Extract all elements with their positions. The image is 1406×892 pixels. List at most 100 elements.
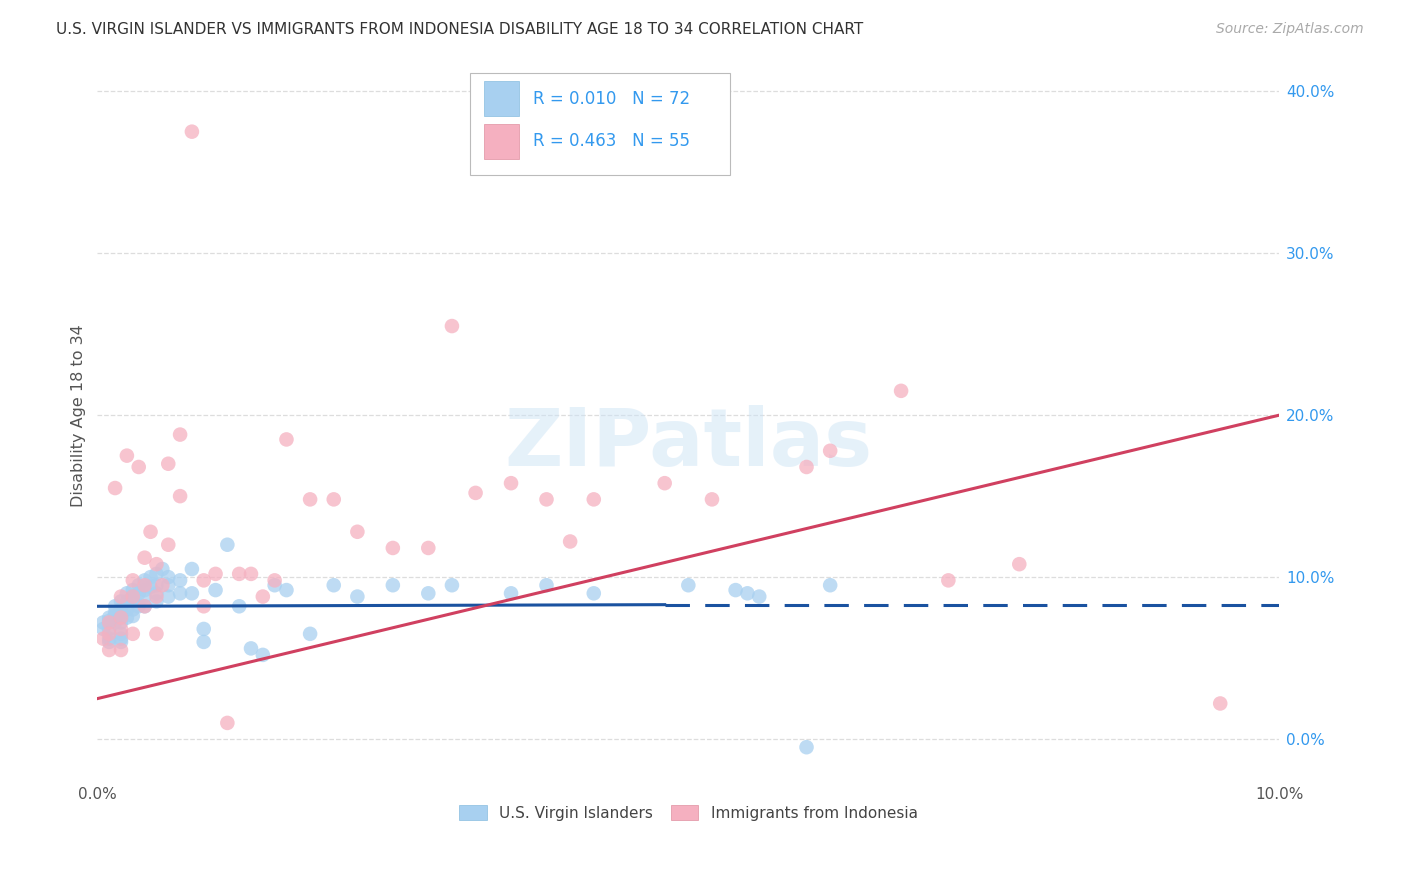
Point	[104, 481, 127, 495]
Point	[499, 476, 522, 491]
Point	[276, 433, 298, 447]
Point	[418, 541, 440, 555]
Point	[796, 740, 818, 755]
Point	[139, 524, 162, 539]
Point	[499, 586, 522, 600]
Point	[818, 443, 841, 458]
Point	[322, 492, 344, 507]
Point	[193, 574, 215, 588]
FancyBboxPatch shape	[484, 81, 519, 116]
Point	[110, 594, 132, 608]
Point	[98, 610, 121, 624]
Point	[121, 590, 143, 604]
Point	[115, 449, 138, 463]
Point	[228, 566, 250, 581]
Point	[1008, 557, 1031, 571]
Point	[128, 599, 150, 614]
Point	[139, 570, 162, 584]
Point	[169, 427, 191, 442]
Point	[110, 632, 132, 646]
Point	[110, 622, 132, 636]
Point	[115, 594, 138, 608]
Point	[346, 590, 368, 604]
Point	[145, 566, 167, 581]
Legend: U.S. Virgin Islanders, Immigrants from Indonesia: U.S. Virgin Islanders, Immigrants from I…	[453, 799, 924, 827]
Point	[582, 586, 605, 600]
Point	[418, 586, 440, 600]
Point	[169, 574, 191, 588]
Point	[180, 586, 202, 600]
Point	[115, 586, 138, 600]
Point	[104, 599, 127, 614]
Point	[299, 627, 322, 641]
Text: R = 0.463   N = 55: R = 0.463 N = 55	[533, 132, 690, 150]
Point	[228, 599, 250, 614]
Point	[104, 609, 127, 624]
Point	[98, 643, 121, 657]
Point	[322, 578, 344, 592]
Point	[115, 610, 138, 624]
Point	[150, 562, 173, 576]
Point	[115, 602, 138, 616]
Point	[134, 590, 156, 604]
Point	[240, 566, 263, 581]
Point	[217, 715, 239, 730]
Text: U.S. VIRGIN ISLANDER VS IMMIGRANTS FROM INDONESIA DISABILITY AGE 18 TO 34 CORREL: U.S. VIRGIN ISLANDER VS IMMIGRANTS FROM …	[56, 22, 863, 37]
Point	[134, 574, 156, 588]
Point	[104, 615, 127, 630]
Point	[128, 578, 150, 592]
Point	[240, 641, 263, 656]
Point	[104, 606, 127, 620]
Point	[440, 319, 463, 334]
Point	[169, 489, 191, 503]
Text: Source: ZipAtlas.com: Source: ZipAtlas.com	[1216, 22, 1364, 37]
Point	[180, 562, 202, 576]
Point	[134, 550, 156, 565]
Point	[110, 610, 132, 624]
Point	[582, 492, 605, 507]
FancyBboxPatch shape	[484, 124, 519, 159]
Point	[145, 578, 167, 592]
Point	[748, 590, 770, 604]
Point	[536, 578, 558, 592]
Point	[91, 615, 114, 630]
Point	[121, 590, 143, 604]
Point	[91, 632, 114, 646]
Point	[98, 615, 121, 630]
Point	[134, 583, 156, 598]
Point	[134, 599, 156, 614]
Point	[157, 590, 180, 604]
Point	[381, 541, 404, 555]
Point	[299, 492, 322, 507]
Point	[134, 599, 156, 614]
Point	[128, 586, 150, 600]
Point	[110, 602, 132, 616]
Point	[150, 578, 173, 592]
Point	[134, 578, 156, 592]
Point	[536, 492, 558, 507]
Point	[464, 486, 486, 500]
FancyBboxPatch shape	[470, 72, 730, 175]
Point	[796, 460, 818, 475]
Point	[193, 622, 215, 636]
Point	[263, 574, 285, 588]
Point	[98, 622, 121, 636]
Point	[145, 594, 167, 608]
Point	[193, 599, 215, 614]
Point	[157, 538, 180, 552]
Point	[121, 594, 143, 608]
Point	[157, 457, 180, 471]
Point	[890, 384, 912, 398]
Point	[180, 125, 202, 139]
Point	[110, 615, 132, 630]
Point	[193, 635, 215, 649]
Point	[91, 622, 114, 636]
Point	[346, 524, 368, 539]
Point	[654, 476, 676, 491]
Point	[121, 609, 143, 624]
Point	[169, 586, 191, 600]
Point	[737, 586, 759, 600]
Point	[440, 578, 463, 592]
Point	[157, 570, 180, 584]
Point	[381, 578, 404, 592]
